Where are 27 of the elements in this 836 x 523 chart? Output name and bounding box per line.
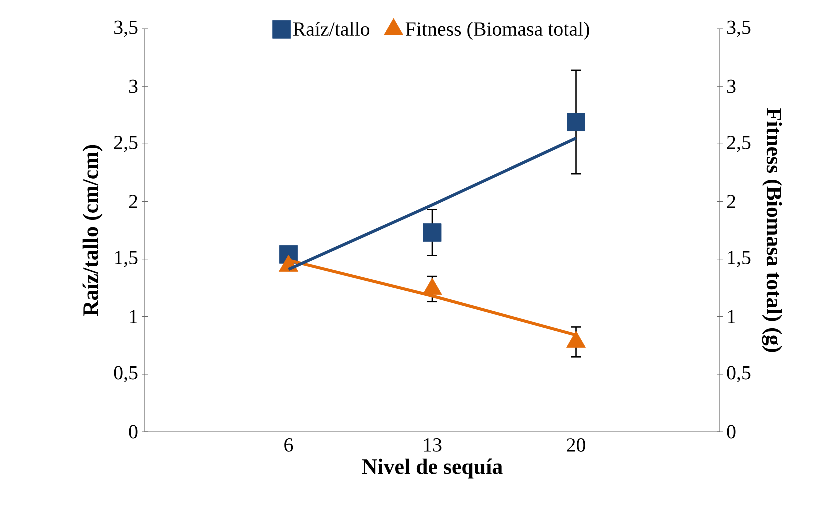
- x-tick-label: 20: [567, 438, 586, 452]
- point: [566, 330, 586, 348]
- y2-tick-label: 1: [728, 310, 736, 324]
- y-tick-label: 1: [130, 310, 138, 324]
- y2-tick-label: 0: [727, 425, 736, 439]
- y-tick-label: 3,5: [114, 20, 138, 38]
- y2-tick-label: 2,5: [727, 136, 751, 152]
- y2-tick-label: 3: [727, 80, 736, 94]
- y-tick-label: 0: [129, 425, 138, 439]
- legend-label: Fitness (Biomasa total): [406, 22, 590, 40]
- point: [423, 224, 442, 242]
- y-tick-label: 2,5: [114, 136, 138, 152]
- x-tick-label: 13: [424, 438, 442, 452]
- y-tick-label: 1,5: [115, 251, 138, 268]
- y-tick-label: 2: [129, 195, 138, 208]
- y-tick-label: 0,5: [114, 366, 138, 383]
- y2-axis-title: Fitness (Biomasa total) (g): [762, 108, 782, 352]
- legend-label: Raíz/tallo: [293, 22, 370, 36]
- y2-tick-label: 3,5: [727, 20, 751, 38]
- x-tick-label: 6: [284, 438, 294, 452]
- y-axis-title: Raíz/tallo (cm/cm): [82, 145, 103, 316]
- y-tick-label: 3: [129, 80, 138, 94]
- x-axis-title: Nivel de sequía: [362, 458, 503, 479]
- y2-tick-label: 2: [727, 195, 736, 208]
- point: [567, 113, 586, 132]
- y2-tick-label: 0,5: [727, 366, 751, 383]
- y2-tick-label: 1,5: [728, 251, 751, 268]
